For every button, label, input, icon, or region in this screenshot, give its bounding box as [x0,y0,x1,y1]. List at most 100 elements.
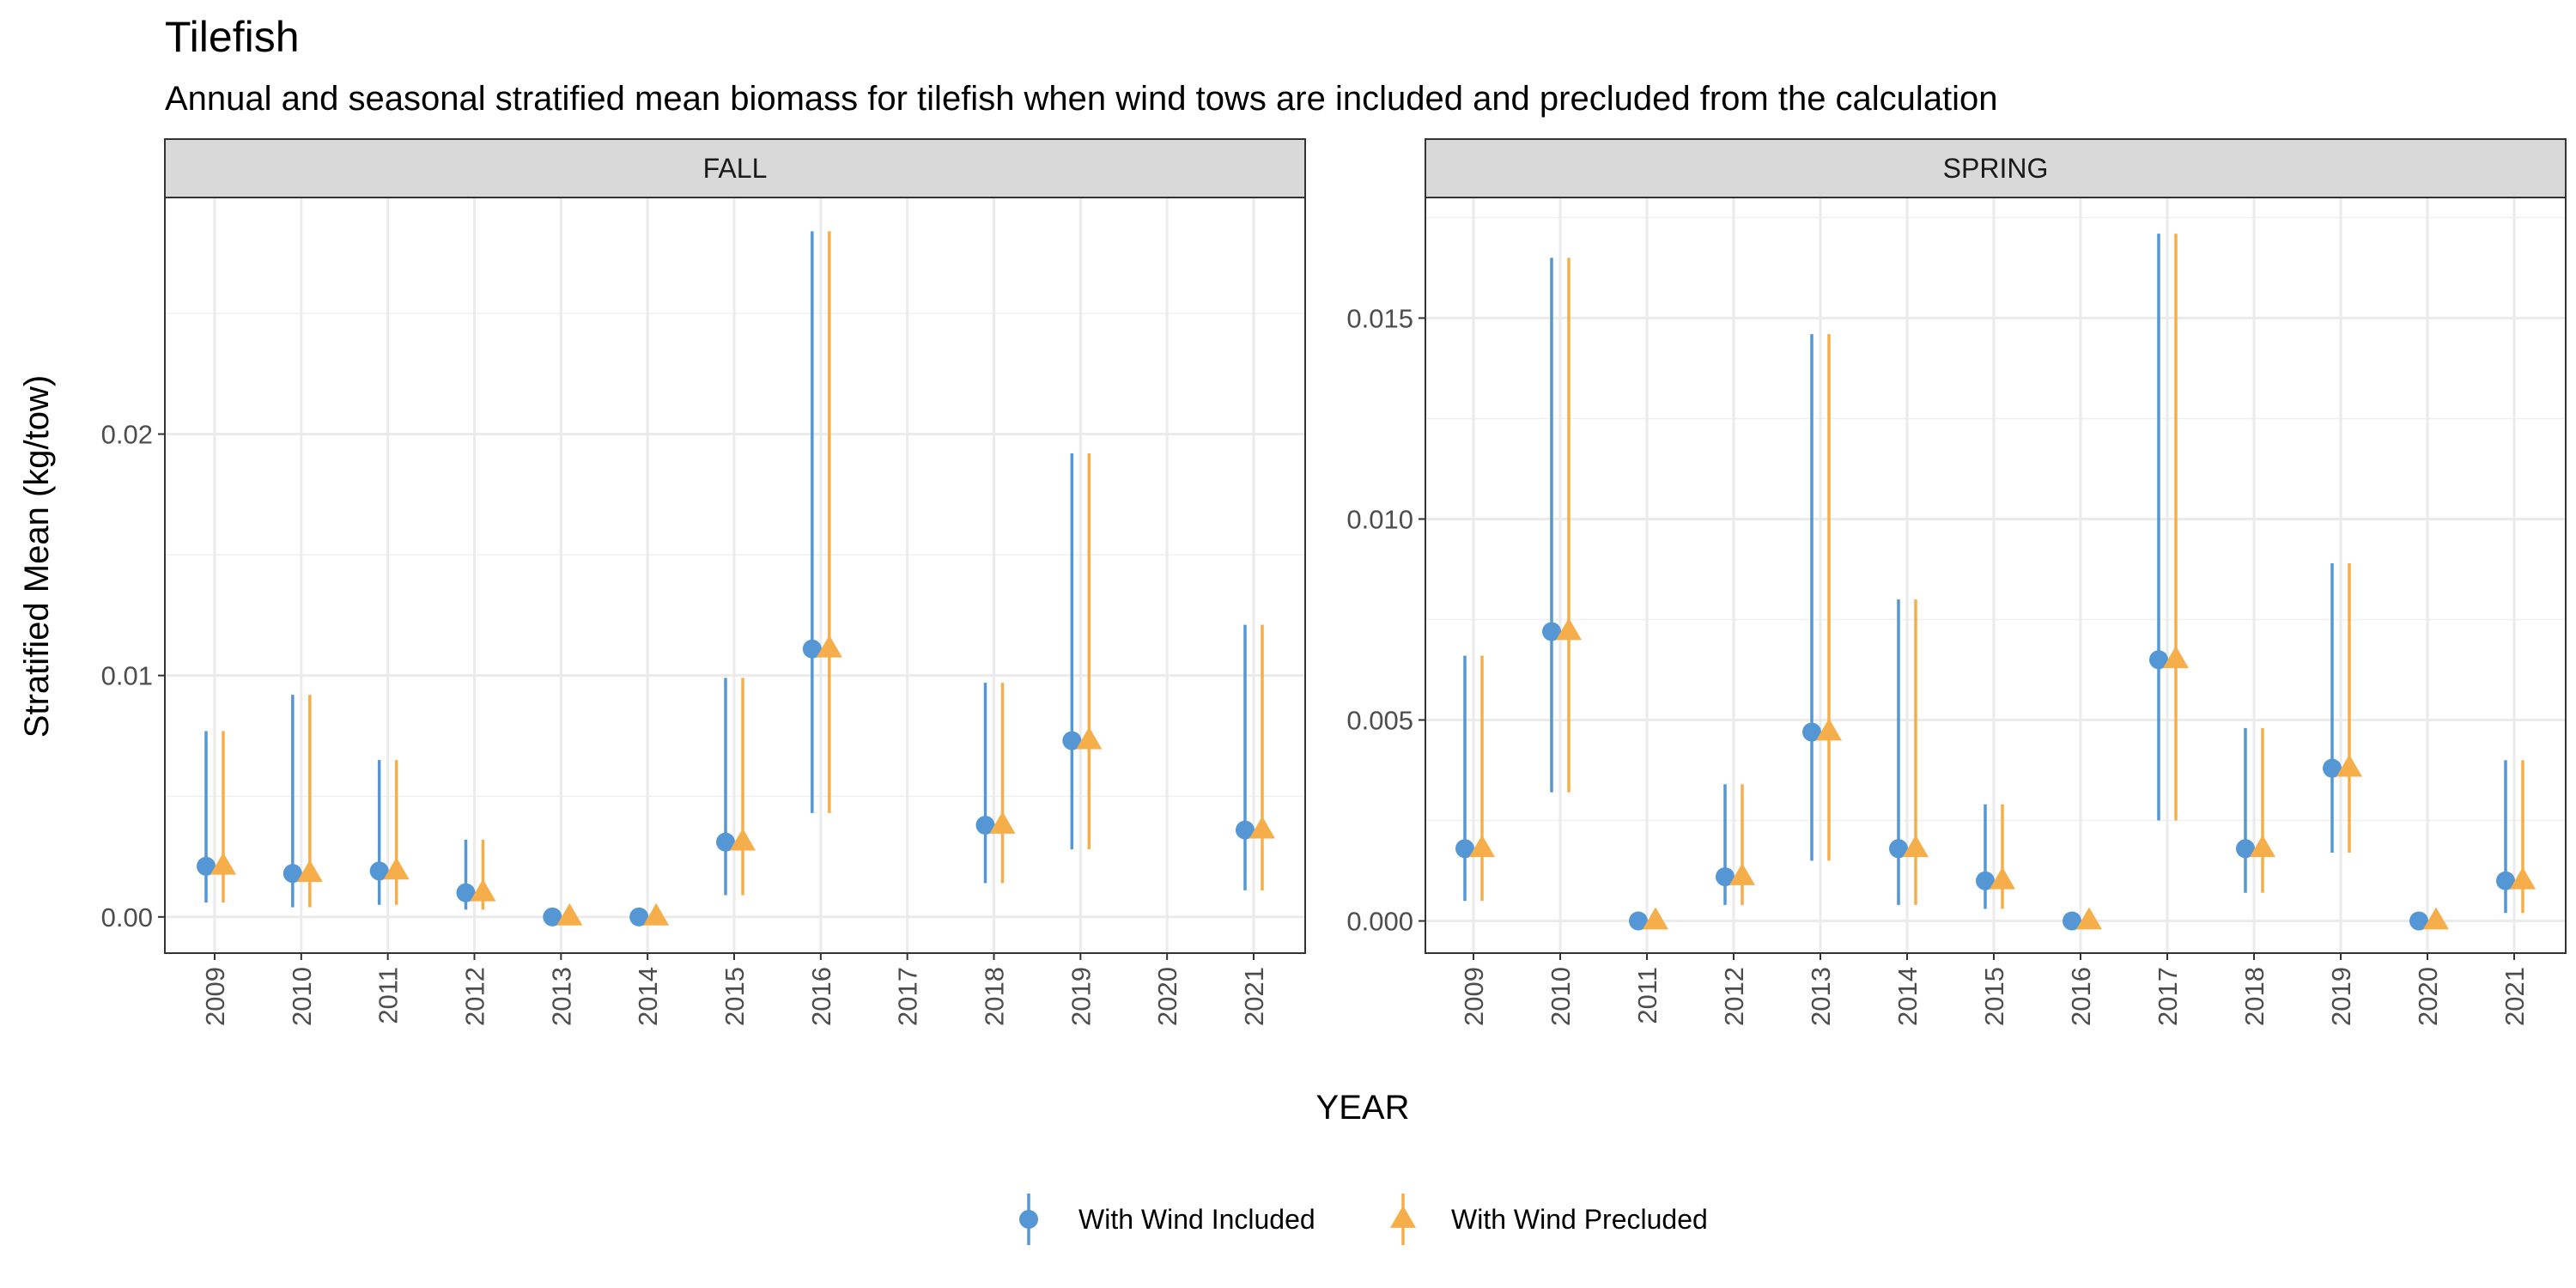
x-tick-label: 2021 [2500,967,2530,1026]
data-point [1556,617,1582,641]
x-tick-label: 2019 [2326,967,2356,1026]
data-point [1076,726,1103,750]
data-point [1903,835,1929,858]
panels-layer: FALL 0.00 0.01 0.02 2009 2010 2011 2012 2013 2014… [101,138,2567,1026]
panel-strip-label: FALL [703,153,768,184]
panel-strip-label: SPRING [1943,153,2049,184]
panel-spring: SPRING 0.000 0.005 0.010 0.015 2009 2010 2011 20… [1346,138,2567,1026]
data-point [1062,731,1082,750]
data-point [1455,839,1474,859]
legend-label: With Wind Included [1078,1204,1315,1235]
data-point [1816,718,1842,741]
data-point [1643,907,1668,930]
x-tick-label: 2011 [374,967,404,1024]
panel-strip [164,138,1306,198]
data-point [1889,839,1908,859]
data-point [975,815,995,835]
y-tick-label: 0.01 [101,661,153,691]
data-point [197,856,216,876]
x-tick-label: 2021 [1239,967,1269,1026]
data-point [2423,907,2449,930]
data-point [1990,866,2015,890]
x-axis-title: YEAR [1316,1089,1410,1127]
x-tick-label: 2016 [2066,967,2096,1026]
panel-border [1425,197,2567,954]
data-point [643,902,670,926]
data-point [2163,646,2189,669]
data-point [470,878,496,902]
data-point [1716,867,1735,887]
data-point [1469,835,1495,858]
data-point [2236,839,2255,859]
data-point [2076,907,2102,930]
data-point [2063,911,2081,931]
chart-title: Tilefish [165,13,300,61]
data-point [2149,650,2168,670]
data-point [1802,722,1821,742]
data-point [283,864,302,884]
x-tick-label: 2017 [893,967,923,1026]
x-tick-label: 2013 [546,967,576,1026]
data-point [989,811,1016,834]
data-point [543,907,562,927]
data-point [1236,820,1255,840]
x-tick-label: 2015 [720,967,750,1026]
data-point [210,852,236,875]
data-point [369,861,389,881]
data-point [2409,911,2428,931]
data-point [1629,911,1648,931]
data-point [296,860,323,883]
x-tick-label: 2014 [633,967,663,1026]
x-tick-label: 2015 [1979,967,2009,1026]
x-tick-label: 2020 [2413,967,2443,1026]
legend-label: With Wind Precluded [1451,1204,1708,1235]
data-point [802,639,822,659]
x-tick-label: 2020 [1152,967,1182,1026]
data-point [629,907,649,927]
x-tick-label: 2010 [287,967,317,1026]
y-tick-label: 0.005 [1346,706,1413,736]
legend-item: With Wind Included [1019,1194,1315,1245]
x-tick-label: 2018 [2239,967,2269,1026]
panel-background [1425,197,2566,953]
x-tick-label: 2009 [1459,967,1489,1026]
y-tick-label: 0.010 [1346,504,1413,534]
data-point [1249,816,1275,839]
y-tick-label: 0.000 [1346,907,1413,937]
data-point [2323,758,2342,778]
legend-item: With Wind Precluded [1390,1194,1708,1245]
legend-key-marker [1019,1210,1038,1229]
data-point [716,832,735,852]
data-point [730,828,756,851]
y-tick-label: 0.02 [101,420,153,450]
legend: With Wind Included With Wind Precluded [1019,1194,1708,1245]
data-point [1542,622,1561,641]
y-tick-label: 0.00 [101,902,153,933]
legend-key-marker [1390,1205,1416,1228]
panel-fall: FALL 0.00 0.01 0.02 2009 2010 2011 2012 2013 2014… [101,138,1306,1026]
series-wind-included [1455,234,2515,931]
data-point [383,857,410,880]
x-tick-label: 2018 [980,967,1010,1026]
series-wind-precluded [210,231,1275,926]
series-wind-precluded [1469,234,2536,930]
x-tick-label: 2012 [460,967,490,1026]
x-tick-label: 2009 [200,967,230,1026]
chart-subtitle: Annual and seasonal stratified mean biom… [165,80,1998,118]
x-tick-label: 2014 [1893,967,1923,1026]
data-point [556,902,583,926]
data-point [2510,866,2536,890]
x-tick-label: 2010 [1546,967,1576,1026]
x-tick-label: 2013 [1806,967,1836,1026]
data-point [2496,871,2515,890]
data-point [1976,871,1995,890]
data-point [816,635,842,658]
x-tick-label: 2017 [2153,967,2183,1026]
y-tick-label: 0.015 [1346,303,1413,333]
data-point [1729,862,1755,885]
y-axis-title: Stratified Mean (kg/tow) [18,375,56,738]
panel-strip [1425,138,2567,198]
data-point [2250,835,2275,858]
